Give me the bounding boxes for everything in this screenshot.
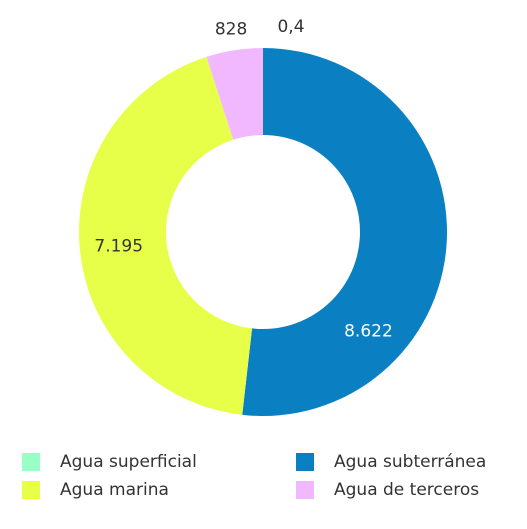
legend-label: Agua marina [60, 480, 169, 500]
legend-swatch [296, 453, 314, 471]
legend-label: Agua superficial [60, 452, 197, 472]
legend-label: Agua de terceros [334, 480, 479, 500]
data-label: 828 [215, 19, 247, 39]
legend-swatch [22, 481, 40, 499]
donut-slice [242, 48, 448, 417]
donut-slice [206, 48, 263, 140]
data-label: 0,4 [277, 17, 304, 37]
legend-label: Agua subterránea [334, 452, 486, 472]
data-label: 7.195 [94, 236, 143, 256]
legend-swatch [296, 481, 314, 499]
data-label: 8.622 [344, 322, 393, 342]
legend-swatch [22, 453, 40, 471]
donut-slice [78, 56, 253, 415]
